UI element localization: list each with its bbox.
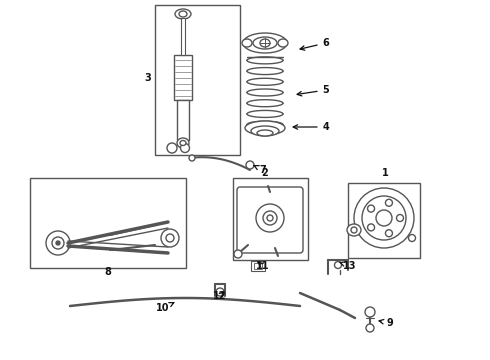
Ellipse shape bbox=[177, 138, 189, 148]
FancyBboxPatch shape bbox=[237, 187, 303, 253]
Circle shape bbox=[386, 199, 392, 206]
Circle shape bbox=[52, 237, 64, 249]
Ellipse shape bbox=[175, 9, 191, 19]
Ellipse shape bbox=[260, 39, 270, 47]
Ellipse shape bbox=[180, 140, 186, 145]
Circle shape bbox=[189, 155, 195, 161]
Circle shape bbox=[216, 288, 224, 296]
Circle shape bbox=[256, 204, 284, 232]
Ellipse shape bbox=[243, 33, 287, 53]
Circle shape bbox=[366, 324, 374, 332]
Text: 2: 2 bbox=[262, 168, 269, 178]
Ellipse shape bbox=[179, 11, 187, 17]
Circle shape bbox=[246, 161, 254, 169]
Text: 9: 9 bbox=[379, 318, 393, 328]
Circle shape bbox=[368, 224, 374, 231]
Circle shape bbox=[267, 215, 273, 221]
Circle shape bbox=[396, 215, 403, 221]
Ellipse shape bbox=[278, 39, 288, 47]
Circle shape bbox=[365, 307, 375, 317]
Ellipse shape bbox=[253, 37, 277, 49]
Circle shape bbox=[335, 261, 342, 269]
Ellipse shape bbox=[257, 130, 273, 136]
Text: 12: 12 bbox=[213, 291, 227, 301]
Circle shape bbox=[409, 234, 416, 242]
Circle shape bbox=[234, 250, 242, 258]
Text: 7: 7 bbox=[254, 165, 267, 175]
Text: 3: 3 bbox=[145, 73, 151, 83]
Ellipse shape bbox=[245, 121, 285, 135]
Circle shape bbox=[180, 144, 190, 153]
Ellipse shape bbox=[251, 126, 279, 136]
Circle shape bbox=[362, 196, 406, 240]
Circle shape bbox=[161, 229, 179, 247]
Circle shape bbox=[167, 143, 177, 153]
Circle shape bbox=[368, 205, 374, 212]
Text: 1: 1 bbox=[382, 168, 389, 178]
Ellipse shape bbox=[351, 227, 357, 233]
Text: 11: 11 bbox=[256, 261, 270, 271]
Bar bbox=[254, 263, 262, 269]
Circle shape bbox=[386, 230, 392, 237]
Circle shape bbox=[354, 188, 414, 248]
Bar bbox=[177, 100, 189, 140]
Bar bbox=[233, 178, 308, 260]
Circle shape bbox=[376, 210, 392, 226]
Ellipse shape bbox=[347, 224, 361, 236]
Text: 10: 10 bbox=[156, 303, 174, 313]
Text: 8: 8 bbox=[104, 267, 111, 277]
Circle shape bbox=[56, 241, 60, 245]
Text: 13: 13 bbox=[340, 261, 357, 271]
Circle shape bbox=[166, 234, 174, 242]
Circle shape bbox=[46, 231, 70, 255]
Ellipse shape bbox=[242, 39, 252, 47]
Bar bbox=[348, 183, 420, 258]
Text: 5: 5 bbox=[297, 85, 329, 96]
Bar bbox=[174, 55, 192, 100]
Text: 4: 4 bbox=[293, 122, 329, 132]
Bar bbox=[155, 5, 240, 155]
Circle shape bbox=[263, 211, 277, 225]
Bar bbox=[181, 18, 185, 55]
Text: 6: 6 bbox=[300, 38, 329, 50]
Bar bbox=[251, 261, 265, 271]
Bar bbox=[30, 178, 186, 268]
